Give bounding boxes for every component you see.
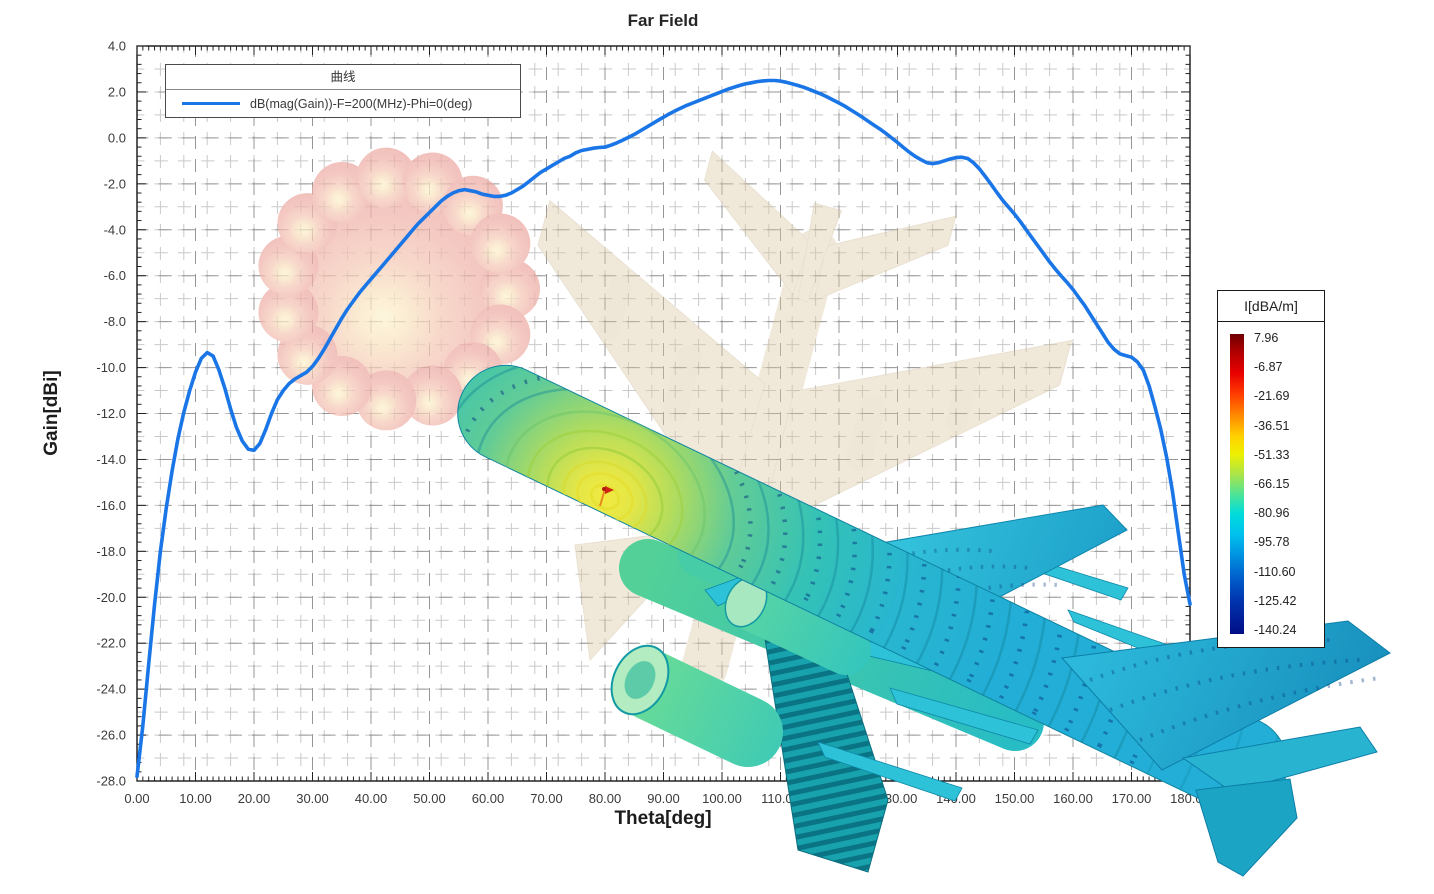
x-tick-label: 20.00 [238,791,271,806]
blob-lobe [480,259,540,319]
colorbar[interactable]: I[dBA/m] 7.96 -6.87 -21.69 -36.51 -51.33 -66.… [1217,290,1325,648]
y-tick-label: -22.0 [96,636,126,651]
x-tick-label: 10.00 [179,791,212,806]
x-tick-label: 40.00 [355,791,388,806]
blob-lobe [258,282,319,343]
x-tick-label: 30.00 [296,791,329,806]
ripple-ring [457,365,1083,813]
y-axis-label: Gain[dBi] [41,370,62,456]
blob-lobe [470,213,531,274]
y-tick-label: 2.0 [108,84,126,99]
ripple-ring-dotted [457,365,892,738]
ripple-ring-dotted [457,365,1136,813]
y-tick-label: -6.0 [104,268,126,283]
gain-curve[interactable] [135,78,1192,779]
ripple-ring-dotted [457,365,962,797]
y-tick-label: -2.0 [104,176,126,191]
colorbar-tick-label: -125.42 [1254,593,1297,608]
x-tick-label: 50.00 [413,791,446,806]
ripple-ring-dotted [457,365,823,680]
colorbar-tick-label: -6.87 [1254,360,1283,375]
colorbar-tick-label: -140.24 [1254,623,1297,637]
blob-lobe [356,147,417,208]
ripple-ring [457,365,1118,813]
ripple-ring [590,484,620,510]
legend-box[interactable]: 曲线 dB(mag(Gain))-F=200(MHz)-Phi=0(deg) [165,64,521,118]
x-axis-label: Theta[deg] [614,808,711,829]
y-tick-label: -20.0 [96,590,126,605]
chart-title: Far Field [628,11,699,30]
colorbar-tick-label: -21.69 [1254,389,1290,404]
colorbar-tick-label: -80.96 [1254,506,1290,521]
aircraft-engine-nacelle [613,649,783,767]
aircraft-horizontal-stabilizer [1181,726,1378,793]
colorbar-title: I[dBA/m] [1218,291,1324,322]
x-tick-label: 80.00 [589,791,622,806]
colorbar-tick-label: -110.60 [1254,564,1296,579]
y-tick-label: -4.0 [104,222,126,237]
y-tick-label: -10.0 [96,360,126,375]
ripple-ring-dotted [457,365,858,709]
colorbar-tick-label: -66.15 [1254,477,1290,491]
x-tick-label: 150.00 [995,791,1035,806]
colorbar-tick-label: 7.96 [1254,331,1279,345]
legend-entry-label: dB(mag(Gain))-F=200(MHz)-Phi=0(deg) [250,96,473,111]
colorbar-gradient [1230,334,1244,634]
legend-title: 曲线 [166,65,520,90]
y-tick-label: -18.0 [96,544,126,559]
colorbar-tick-label: -51.33 [1254,447,1290,462]
colorbar-body: 7.96 -6.87 -21.69 -36.51 -51.33 -66.15 -80.96 -… [1218,322,1324,648]
x-tick-label: 170.00 [1112,791,1152,806]
colorbar-tick-label: -95.78 [1254,535,1290,550]
ripple-ring-dotted [457,365,1101,813]
y-tick-label: -16.0 [96,498,126,513]
y-tick-label: -28.0 [96,774,126,789]
x-tick-label: 90.00 [647,791,680,806]
y-tick-label: -26.0 [96,728,126,743]
ripple-ring [457,365,1048,813]
antenna-marker-icon [599,486,614,507]
ripple-ring-dotted [457,365,1031,813]
y-tick-label: -8.0 [104,314,126,329]
ripple-ring [457,365,1222,813]
legend-line-swatch [182,102,240,105]
farfield-pattern-blob-3d [258,147,540,431]
y-tick-label: 4.0 [108,39,126,54]
y-tick-label: -12.0 [96,406,126,421]
y-tick-label: -24.0 [96,682,126,697]
ripple-ring [457,365,1153,813]
y-tick-label: 0.0 [108,130,126,145]
x-tick-label: 0.00 [124,791,149,806]
aircraft-engine-nacelle-2 [727,581,871,675]
x-tick-label: 60.00 [472,791,505,806]
colorbar-tick-label: -36.51 [1254,418,1290,433]
aircraft-tail-fin [1195,778,1298,877]
x-tick-label: 160.00 [1053,791,1093,806]
x-tick-label: 100.00 [702,791,742,806]
y-tick-label: -14.0 [96,452,126,467]
blob-lobe [402,365,463,426]
ripple-ring [457,365,1187,813]
legend-entry[interactable]: dB(mag(Gain))-F=200(MHz)-Phi=0(deg) [166,90,520,117]
x-tick-label: 70.00 [530,791,563,806]
